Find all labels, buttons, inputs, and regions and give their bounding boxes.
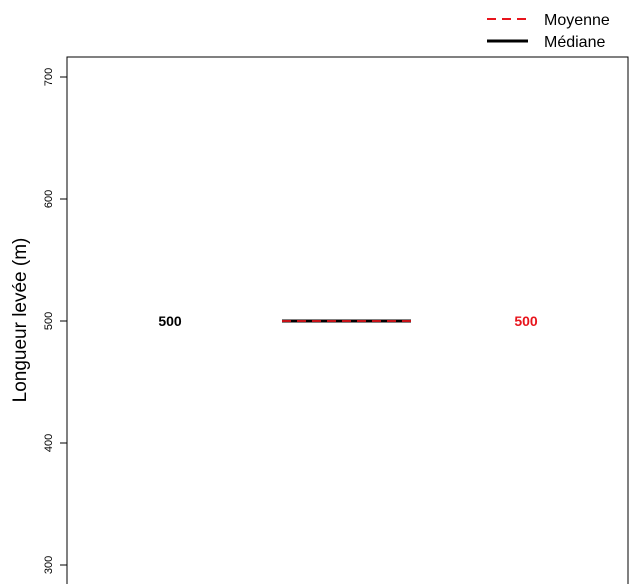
box-marks: 500 500 (158, 313, 538, 329)
y-tick-label-400: 400 (43, 434, 55, 452)
y-tick-label-300: 300 (43, 556, 55, 574)
y-tick-label-500: 500 (43, 312, 55, 330)
y-axis: 300 400 500 600 700 (43, 68, 67, 574)
y-tick-label-700: 700 (43, 68, 55, 86)
legend: Moyenne Médiane (487, 12, 610, 51)
median-value-label: 500 (158, 313, 182, 329)
mean-value-label: 500 (514, 313, 538, 329)
y-axis-title: Longueur levée (m) (10, 238, 31, 403)
y-tick-label-600: 600 (43, 190, 55, 208)
legend-mean-label: Moyenne (544, 12, 610, 29)
legend-median-label: Médiane (544, 34, 605, 51)
